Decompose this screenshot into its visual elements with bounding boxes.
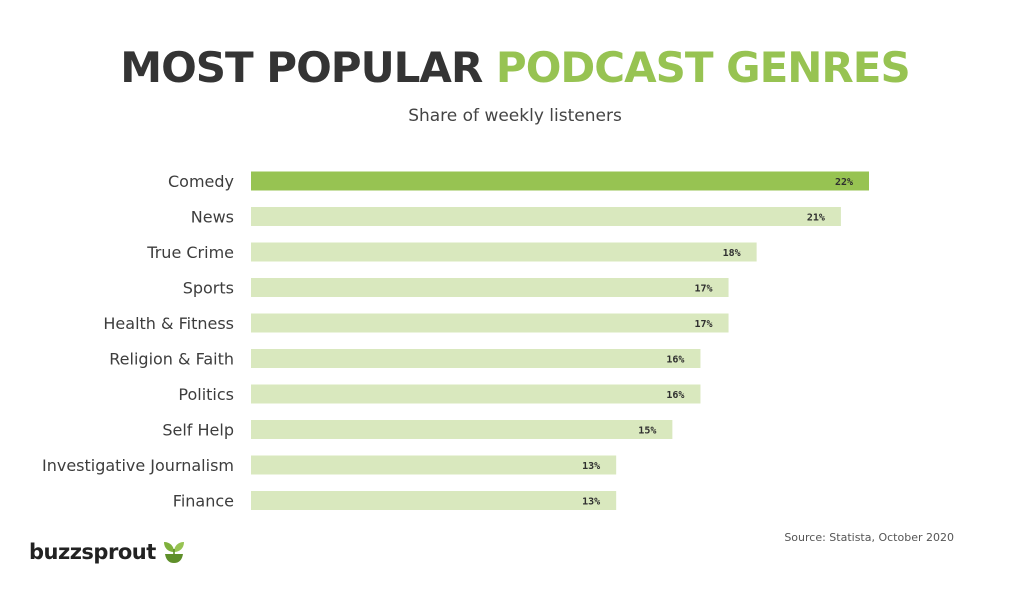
title-main: MOST POPULAR: [120, 43, 496, 92]
bar: [251, 278, 729, 297]
source-note: Source: Statista, October 2020: [784, 531, 954, 544]
bar-chart: Comedy 22% News 21% True Crime 18% Sports 17% He…: [42, 171, 869, 511]
chart-title: MOST POPULAR PODCAST GENRES: [0, 42, 1030, 94]
bar: [251, 384, 701, 404]
value-label: 22%: [835, 177, 853, 188]
bar: [251, 313, 729, 333]
category-label: Politics: [178, 385, 234, 404]
bar: [251, 207, 841, 226]
category-label: Religion & Faith: [109, 350, 234, 369]
value-label: 13%: [582, 461, 600, 472]
title-accent: PODCAST GENRES: [495, 43, 911, 92]
category-label: Finance: [173, 492, 234, 511]
category-label: True Crime: [146, 243, 234, 262]
category-label: Health & Fitness: [103, 314, 234, 333]
logo-text: buzzsprout: [29, 540, 156, 564]
bar: [251, 171, 869, 191]
bar: [251, 420, 673, 439]
category-label: Self Help: [162, 421, 234, 440]
bar: [251, 491, 617, 510]
category-label: Sports: [183, 279, 234, 298]
buzzsprout-logo: buzzsprout: [29, 539, 187, 565]
category-label: Investigative Journalism: [42, 456, 234, 475]
sprout-icon: [163, 542, 184, 563]
value-label: 17%: [694, 319, 712, 330]
chart-subtitle: Share of weekly listeners: [408, 106, 622, 126]
value-label: 17%: [694, 284, 712, 295]
category-label: Comedy: [168, 172, 234, 191]
category-label: News: [191, 208, 234, 227]
bar: [251, 349, 701, 368]
value-label: 16%: [666, 390, 684, 401]
value-label: 21%: [807, 213, 825, 224]
bar: [251, 455, 617, 475]
value-label: 13%: [582, 497, 600, 508]
bar: [251, 242, 757, 262]
value-label: 18%: [723, 248, 741, 259]
value-label: 16%: [666, 355, 684, 366]
value-label: 15%: [638, 426, 656, 437]
